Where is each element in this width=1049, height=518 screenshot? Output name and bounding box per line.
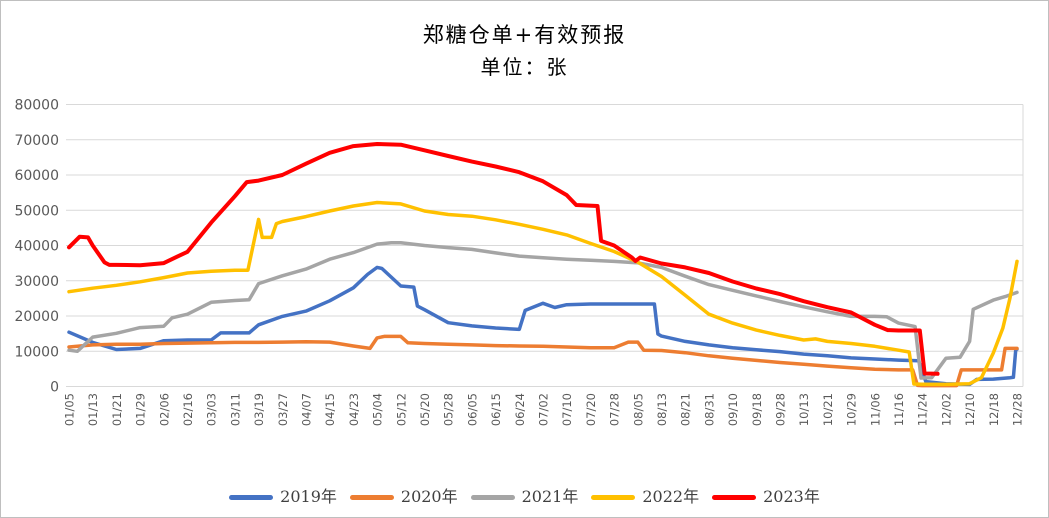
x-axis-tick-label: 03/27	[276, 393, 290, 426]
x-axis-tick-label: 01/05	[63, 393, 77, 426]
legend-item-2023年: 2023年	[712, 489, 820, 505]
x-axis-tick-label: 12/10	[963, 393, 977, 426]
y-axis-tick-label: 10000	[14, 344, 59, 360]
x-axis-tick-label: 03/11	[228, 393, 242, 426]
y-axis-tick-label: 40000	[14, 239, 59, 255]
x-axis-tick-label: 05/12	[394, 393, 408, 426]
series-line-2021年	[67, 240, 1019, 380]
x-axis-tick-label: 07/10	[560, 393, 574, 426]
legend-item-2019年: 2019年	[229, 489, 337, 505]
x-axis-tick-label: 09/28	[774, 393, 788, 426]
legend-label: 2020年	[400, 487, 458, 506]
x-axis-tick-label: 06/05	[465, 393, 479, 426]
legend-swatch-2019年	[229, 494, 274, 500]
x-axis-tick-label: 08/21	[679, 393, 693, 426]
x-axis-tick-label: 03/19	[252, 393, 266, 426]
chart-subtitle: 单位：张	[480, 55, 569, 79]
y-axis-tick-label: 60000	[14, 168, 59, 184]
x-axis-tick-label: 11/24	[916, 393, 930, 426]
legend-swatch-2023年	[712, 494, 757, 500]
legend-item-2022年: 2022年	[591, 489, 699, 505]
x-axis-tick-label: 05/20	[418, 393, 432, 426]
legend-swatch-2021年	[470, 494, 515, 500]
series-line-2022年	[67, 200, 1019, 387]
x-axis-tick-label: 11/16	[892, 393, 906, 426]
series-line-2020年	[67, 334, 1019, 388]
x-axis-tick-label: 08/31	[702, 393, 716, 426]
y-axis-tick-label: 50000	[14, 203, 59, 219]
x-axis-tick-label: 09/10	[726, 393, 740, 426]
legend: 2019年 2020年 2021年 2022年 2023年	[1, 489, 1048, 505]
x-axis-tick-label: 01/29	[134, 393, 148, 426]
x-axis-tick-label: 12/02	[939, 393, 953, 426]
x-axis-tick-label: 09/18	[750, 393, 764, 426]
x-axis-tick-label: 06/24	[513, 393, 527, 426]
x-axis-tick-label: 04/07	[300, 393, 314, 426]
x-axis-tick-label: 10/21	[821, 393, 835, 426]
x-axis-tick-label: 08/13	[655, 393, 669, 426]
x-axis-tick-label: 05/04	[371, 393, 385, 426]
x-axis-tick-label: 07/20	[584, 393, 598, 426]
chart-title: 郑糖仓单+有效预报	[422, 23, 627, 47]
x-axis-tick-label: 05/28	[442, 393, 456, 426]
series-line-2019年	[67, 265, 1019, 387]
x-axis-tick-label: 11/06	[868, 393, 882, 426]
legend-label: 2022年	[642, 487, 700, 506]
legend-label: 2019年	[280, 487, 337, 506]
legend-swatch-2022年	[591, 494, 636, 500]
x-axis-tick-label: 07/28	[608, 393, 622, 426]
y-axis-tick-label: 20000	[14, 309, 59, 325]
legend-swatch-2020年	[349, 494, 394, 500]
x-axis-tick-label: 01/13	[86, 393, 100, 426]
x-axis-tick-label: 04/23	[347, 393, 361, 426]
x-axis-tick-label: 07/02	[537, 393, 551, 426]
y-axis-tick-label: 30000	[14, 274, 59, 290]
legend-label: 2021年	[521, 487, 579, 506]
x-axis-tick-label: 03/03	[205, 393, 219, 426]
x-axis-tick-label: 08/05	[631, 393, 645, 426]
series-line-2023年	[67, 142, 940, 376]
x-axis-tick-label: 06/15	[489, 393, 503, 426]
y-axis-tick-label: 70000	[14, 133, 59, 149]
x-axis-tick-label: 01/21	[110, 393, 124, 426]
x-axis-tick-label: 12/28	[1011, 393, 1025, 426]
x-axis-tick-label: 02/06	[157, 393, 171, 426]
legend-label: 2023年	[763, 487, 820, 506]
x-axis-tick-label: 02/16	[181, 393, 195, 426]
x-axis-tick-label: 10/29	[845, 393, 859, 426]
legend-item-2020年: 2020年	[349, 487, 458, 506]
x-axis-tick-label: 12/18	[987, 393, 1001, 426]
y-axis-tick-label: 0	[50, 380, 59, 396]
y-axis-tick-label: 80000	[14, 98, 59, 114]
x-axis-tick-label: 04/15	[323, 393, 337, 426]
legend-item-2021年: 2021年	[470, 487, 579, 506]
x-axis-tick-label: 10/13	[797, 393, 811, 426]
